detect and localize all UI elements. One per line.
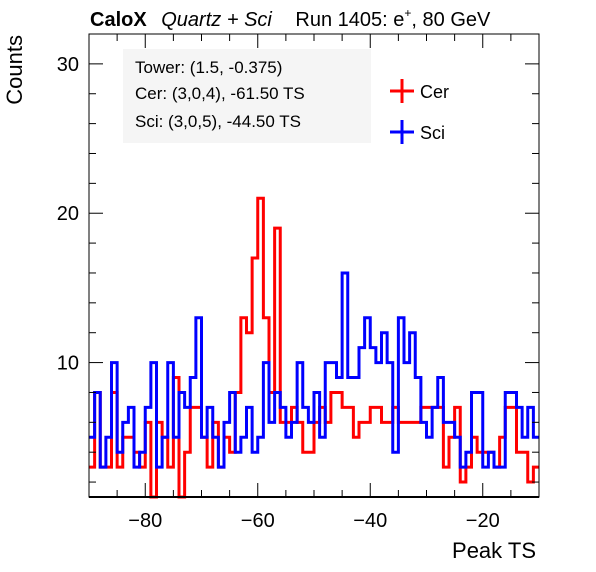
- title-detector: Quartz + Sci: [161, 9, 272, 31]
- x-axis-title: Peak TS: [452, 538, 536, 563]
- y-axis-title: Counts: [2, 35, 27, 105]
- title-run: Run 1405: e: [295, 9, 404, 31]
- series-line-sci: [89, 271, 539, 469]
- title-run-superscript: +: [404, 6, 411, 20]
- y-tick-label: 30: [57, 54, 79, 76]
- info-sci: Sci: (3,0,5), -44.50 TS: [135, 112, 301, 131]
- legend-cer-label: Cer: [420, 82, 449, 102]
- series-layer: [89, 196, 539, 499]
- legend-sci-label: Sci: [420, 123, 445, 143]
- x-tick-label: −60: [241, 510, 275, 532]
- y-tick-label: 20: [57, 203, 79, 225]
- x-tick-label: −20: [466, 510, 500, 532]
- x-tick-label: −40: [353, 510, 387, 532]
- info-tower: Tower: (1.5, -0.375): [135, 58, 282, 77]
- header-title: CaloX Quartz + Sci Run 1405: e+, 80 GeV: [90, 6, 491, 31]
- y-tick-label: 10: [57, 353, 79, 375]
- info-box: [123, 49, 371, 143]
- x-tick-label: −80: [128, 510, 162, 532]
- legend: Cer Sci: [390, 79, 449, 144]
- series-sci: [89, 271, 539, 469]
- axes-layer: −80 −60 −40 −20 10 20 30: [57, 33, 540, 532]
- info-cer: Cer: (3,0,4), -61.50 TS: [135, 84, 305, 103]
- title-energy: , 80 GeV: [411, 9, 491, 31]
- title-brand: CaloX: [90, 9, 147, 31]
